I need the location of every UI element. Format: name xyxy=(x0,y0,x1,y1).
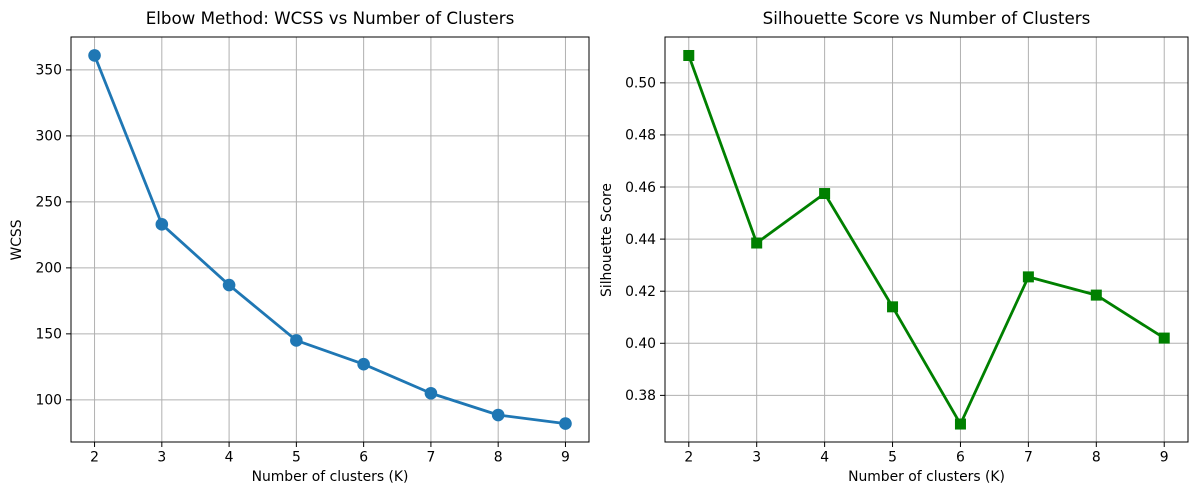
y-tick-label: 0.48 xyxy=(625,128,656,144)
elbow-yaxis-label: WCSS xyxy=(9,219,25,261)
x-tick-label: 2 xyxy=(684,450,693,466)
data-point-marker xyxy=(1158,332,1170,344)
silhouette-chart-title: Silhouette Score vs Number of Clusters xyxy=(762,8,1091,28)
x-tick-label: 6 xyxy=(956,450,965,466)
y-tick-label: 0.46 xyxy=(625,180,656,196)
data-point-marker xyxy=(1090,289,1102,301)
data-point-marker xyxy=(88,49,101,62)
x-tick-label: 2 xyxy=(90,450,99,466)
axes-frame xyxy=(70,36,590,443)
data-point-marker xyxy=(491,408,505,422)
y-tick-label: 0.38 xyxy=(625,388,656,404)
data-point-marker xyxy=(357,357,370,371)
y-tick-label: 0.44 xyxy=(625,232,656,248)
x-tick-label: 4 xyxy=(820,450,829,466)
series-line xyxy=(687,54,1166,426)
data-point-marker xyxy=(683,49,695,61)
data-point-marker xyxy=(559,417,572,430)
y-tick-label: 0.40 xyxy=(625,336,656,352)
series-line xyxy=(93,54,567,425)
y-tick-label: 0.42 xyxy=(625,284,656,300)
silhouette-yaxis-label: Silhouette Score xyxy=(599,183,615,297)
y-tick-label: 100 xyxy=(35,393,62,409)
data-point-marker xyxy=(954,418,966,430)
elbow-xaxis-label: Number of clusters (K) xyxy=(251,469,409,485)
data-point-marker xyxy=(424,386,438,400)
y-tick-label: 200 xyxy=(35,261,62,277)
x-tick-label: 8 xyxy=(494,450,503,466)
data-point-marker xyxy=(222,278,236,292)
y-tick-label: 0.50 xyxy=(625,76,656,92)
x-tick-label: 7 xyxy=(1024,450,1033,466)
x-tick-label: 4 xyxy=(225,450,234,466)
x-tick-label: 6 xyxy=(359,450,368,466)
x-tick-label: 9 xyxy=(561,450,570,466)
y-tick-label: 150 xyxy=(35,327,62,343)
data-point-marker xyxy=(155,218,169,231)
data-point-marker xyxy=(887,301,899,313)
x-tick-label: 3 xyxy=(752,450,761,466)
x-tick-label: 3 xyxy=(157,450,166,466)
silhouette-xaxis-label: Number of clusters (K) xyxy=(848,469,1005,485)
data-point-marker xyxy=(1022,271,1034,283)
y-tick-label: 300 xyxy=(35,129,62,145)
elbow-chart-title: Elbow Method: WCSS vs Number of Clusters xyxy=(145,8,515,28)
x-tick-label: 5 xyxy=(888,450,897,466)
x-tick-label: 9 xyxy=(1160,450,1169,466)
data-point-marker xyxy=(819,188,831,200)
y-tick-label: 250 xyxy=(35,195,62,211)
y-tick-label: 350 xyxy=(35,63,62,79)
data-point-marker xyxy=(751,237,763,249)
x-tick-label: 5 xyxy=(292,450,301,466)
x-tick-label: 7 xyxy=(426,450,435,466)
axes-frame xyxy=(664,36,1189,443)
data-point-marker xyxy=(290,334,303,347)
x-tick-label: 8 xyxy=(1092,450,1101,466)
